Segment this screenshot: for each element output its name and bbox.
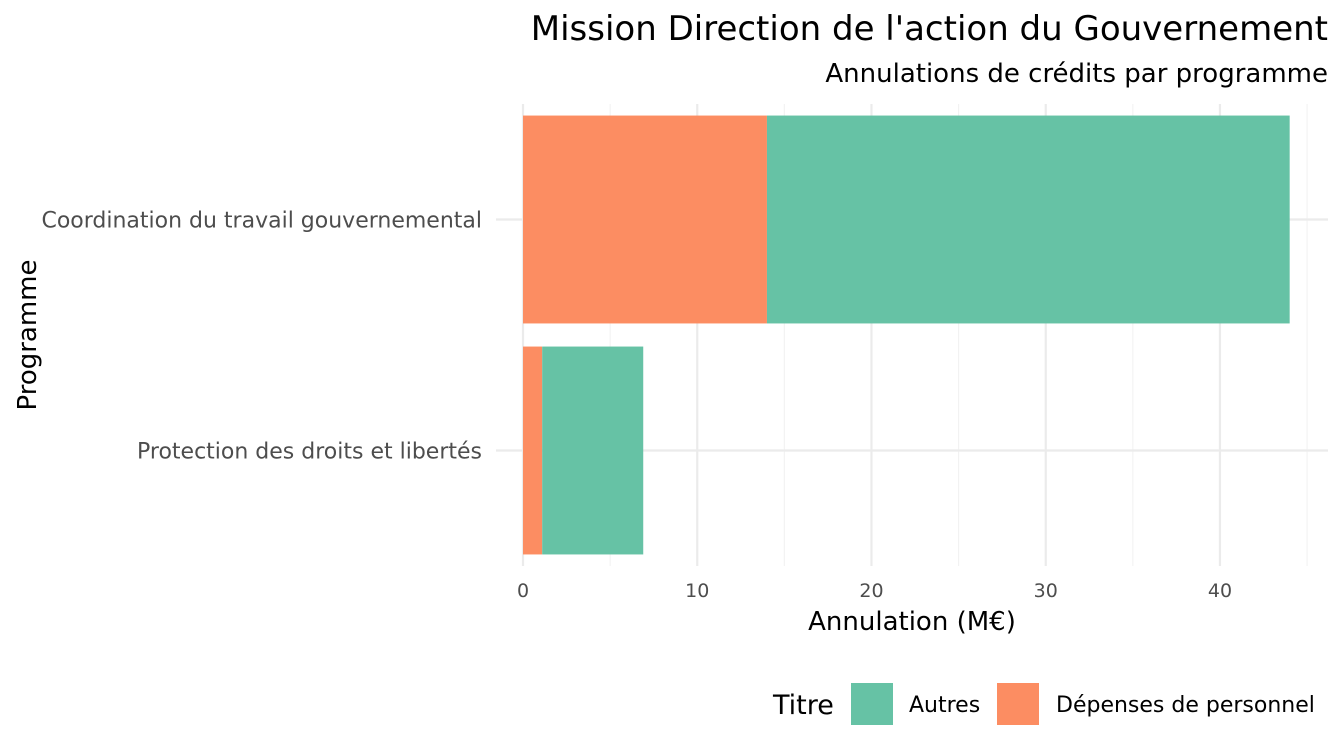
category-label: Coordination du travail gouvernemental: [41, 209, 482, 234]
bar-segment: [523, 346, 543, 555]
bars: [523, 115, 1290, 555]
legend-swatch-autres: [851, 683, 893, 725]
x-tick-label: 0: [517, 580, 529, 602]
chart-subtitle: Annulations de crédits par programme: [825, 59, 1328, 89]
bar-segment: [542, 346, 644, 555]
category-label: Protection des droits et libertés: [137, 440, 482, 465]
x-tick-label: 30: [1034, 580, 1058, 602]
x-tick-label: 10: [685, 580, 709, 602]
category-labels: Coordination du travail gouvernemental Pr…: [41, 209, 482, 465]
x-tick-labels: 0 10 20 30 40: [517, 580, 1232, 602]
x-tick-label: 20: [859, 580, 883, 602]
legend-label-depenses-de-personnel: Dépenses de personnel: [1056, 693, 1315, 718]
y-axis-title: Programme: [13, 259, 43, 410]
x-tick-label: 40: [1208, 580, 1232, 602]
bar-segment: [766, 115, 1290, 324]
legend-label-autres: Autres: [909, 693, 980, 718]
x-axis-title: Annulation (M€): [808, 607, 1016, 637]
bar-segment: [523, 115, 767, 324]
chart-title: Mission Direction de l'action du Gouvern…: [531, 9, 1328, 49]
legend-swatch-depenses-de-personnel: [997, 683, 1039, 725]
legend: Titre Autres Dépenses de personnel: [772, 683, 1315, 725]
legend-title: Titre: [772, 690, 834, 721]
